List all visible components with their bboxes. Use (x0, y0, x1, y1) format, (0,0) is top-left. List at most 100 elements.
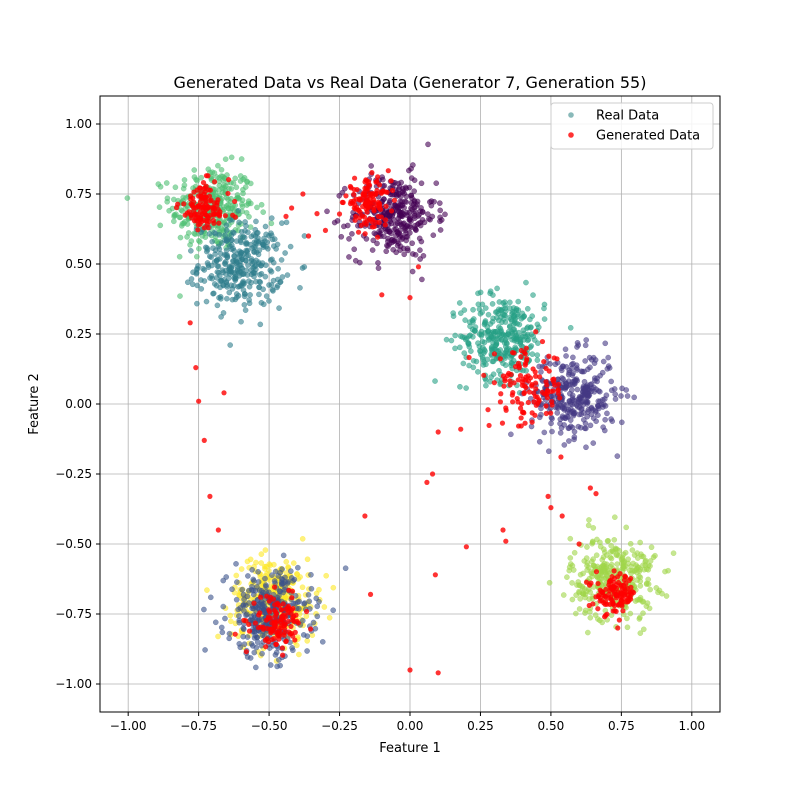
real-data-point (524, 305, 531, 312)
generated-data-point (187, 320, 193, 326)
generated-data-point (206, 193, 213, 199)
generated-data-point (510, 399, 516, 405)
real-data-point (577, 596, 584, 602)
real-data-point (204, 247, 211, 253)
real-data-point (460, 360, 467, 367)
generated-data-point (522, 351, 528, 357)
x-tick-label: −0.25 (321, 719, 358, 733)
real-data-point (253, 218, 259, 225)
real-data-point (304, 556, 311, 563)
real-data-point (520, 327, 527, 334)
real-data-point (236, 253, 243, 260)
generated-data-point (279, 645, 286, 651)
real-data-point (511, 321, 517, 328)
real-data-point (580, 570, 586, 577)
real-data-point (637, 583, 644, 589)
real-data-point (401, 251, 408, 258)
real-data-point (284, 272, 291, 278)
real-data-point (385, 243, 391, 249)
generated-data-point (202, 197, 209, 203)
real-data-point (525, 324, 531, 330)
real-data-point (541, 305, 547, 312)
real-data-point (479, 309, 485, 315)
real-data-point (299, 617, 306, 624)
real-data-point (483, 377, 489, 383)
generated-data-point (281, 630, 287, 636)
generated-data-point (191, 208, 197, 214)
real-data-point (417, 247, 423, 253)
real-data-point (466, 362, 472, 369)
real-data-point (191, 167, 198, 173)
generated-data-point (355, 229, 362, 235)
real-data-point (223, 279, 230, 285)
real-data-point (529, 351, 536, 357)
generated-data-point (595, 580, 601, 587)
real-data-point (418, 205, 424, 211)
y-axis-label: Feature 2 (27, 373, 42, 435)
real-data-point (375, 260, 381, 266)
real-data-point (214, 302, 221, 309)
generated-data-point (385, 168, 391, 174)
real-data-point (212, 251, 218, 257)
real-data-point (258, 201, 265, 208)
real-data-point (437, 200, 443, 206)
real-data-point (271, 578, 278, 584)
real-data-point (209, 169, 216, 176)
generated-data-point (610, 608, 616, 614)
real-data-point (263, 293, 270, 299)
real-data-point (398, 193, 404, 200)
real-data-point (502, 337, 509, 344)
real-data-point (260, 301, 267, 308)
real-data-point (188, 248, 194, 254)
real-data-point (584, 544, 590, 550)
generated-data-point (201, 225, 207, 231)
real-data-point (619, 554, 626, 561)
real-data-point (220, 603, 227, 610)
real-data-point (223, 271, 229, 277)
real-data-point (600, 358, 607, 365)
generated-data-point (619, 586, 626, 592)
generated-data-point (243, 649, 249, 655)
grid (100, 96, 720, 712)
real-data-point (549, 428, 555, 435)
generated-data-point (523, 345, 529, 351)
real-data-point (238, 566, 245, 572)
generated-data-point (195, 193, 202, 199)
real-data-point (208, 254, 214, 260)
real-data-point (587, 589, 593, 595)
generated-data-point (486, 422, 492, 429)
real-data-point (296, 651, 302, 658)
generated-data-point (300, 191, 306, 197)
real-data-point (240, 591, 247, 598)
real-data-point (223, 237, 230, 244)
real-data-point (188, 238, 195, 244)
real-data-point (321, 604, 328, 610)
real-data-point (404, 245, 411, 252)
real-data-point (442, 211, 448, 218)
real-data-point (520, 367, 526, 374)
real-data-point (375, 265, 382, 271)
generated-data-point (515, 377, 521, 383)
real-data-point (534, 357, 541, 363)
real-data-point (268, 268, 275, 275)
generated-data-point (424, 479, 430, 485)
real-data-point (383, 248, 390, 255)
real-data-point (636, 616, 643, 622)
real-data-point (548, 420, 554, 427)
real-data-point (271, 236, 278, 242)
legend-generated-data-label: Generated Data (596, 129, 700, 144)
real-data-point (401, 204, 407, 211)
legend: Real Data Generated Data (550, 102, 714, 150)
real-data-point (569, 379, 576, 385)
generated-data-point (363, 202, 369, 208)
real-data-point (457, 310, 464, 316)
generated-data-point (272, 602, 278, 608)
real-data-point (608, 378, 614, 385)
real-data-point (214, 263, 221, 269)
generated-data-point (278, 607, 284, 613)
real-data-point (624, 615, 630, 622)
real-data-point (275, 265, 281, 272)
real-data-point (509, 309, 516, 315)
real-data-point (288, 568, 294, 574)
real-data-point (232, 175, 239, 182)
